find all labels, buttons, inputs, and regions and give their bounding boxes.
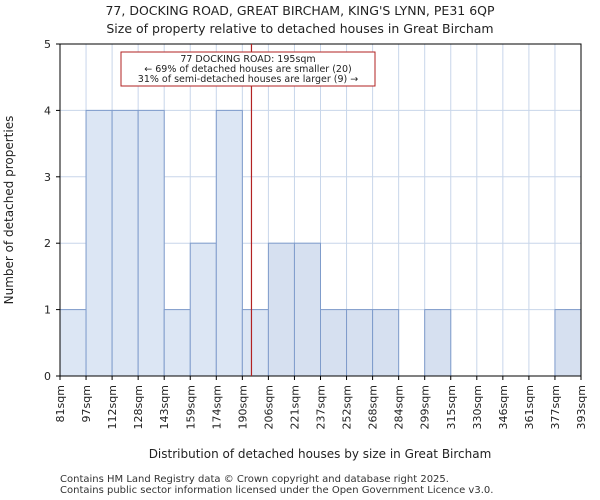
histogram-bar (424, 309, 452, 377)
x-tick-label: 221sqm (288, 385, 301, 429)
x-tick-label: 284sqm (393, 385, 406, 429)
x-axis-label: Distribution of detached houses by size … (149, 447, 492, 461)
annotation-frame (120, 51, 376, 87)
y-tick-label: 4 (44, 104, 51, 117)
x-tick-label: 206sqm (262, 385, 275, 429)
x-tick-label: 190sqm (236, 385, 249, 429)
histogram-bar (346, 309, 374, 377)
x-tick-label: 174sqm (210, 385, 223, 429)
histogram-bar (372, 309, 400, 377)
chart-title-address: 77, DOCKING ROAD, GREAT BIRCHAM, KING'S … (105, 3, 495, 18)
annotation-line-3: 31% of semi-detached houses are larger (… (138, 74, 358, 85)
x-tick-label: 377sqm (549, 385, 562, 429)
annotation-line-1: 77 DOCKING ROAD: 195sqm (180, 54, 315, 65)
histogram-bar (111, 109, 139, 377)
chart-subtitle: Size of property relative to detached ho… (106, 21, 494, 36)
histogram-bar (137, 109, 165, 377)
histogram-bar (554, 309, 582, 377)
histogram-bar (163, 309, 191, 377)
x-tick-label: 346sqm (497, 385, 510, 429)
histogram-bar (215, 109, 243, 377)
y-tick-label: 1 (44, 304, 51, 317)
y-tick-label: 5 (44, 38, 51, 51)
histogram-bar (85, 109, 113, 377)
x-tick-label: 268sqm (367, 385, 380, 429)
x-tick-label: 128sqm (132, 385, 145, 429)
y-ticks: 0 1 2 3 4 5 (44, 38, 60, 383)
histogram-bar (189, 242, 217, 377)
x-tick-label: 330sqm (471, 385, 484, 429)
x-tick-label: 159sqm (184, 385, 197, 429)
y-axis-label: Number of detached properties (2, 116, 16, 305)
bars (59, 109, 582, 377)
x-tick-label: 393sqm (575, 385, 588, 429)
histogram-chart: 0 1 2 3 4 5 81sqm 97sqm 112sqm 128sqm 143sqm 159sq… (2, 38, 588, 461)
histogram-bar (241, 309, 269, 377)
annotation-box: 77 DOCKING ROAD: 195sqm ← 69% of detache… (120, 51, 376, 87)
x-ticks: 81sqm 97sqm 112sqm 128sqm 143sqm 159sqm 174sqm… (54, 376, 588, 429)
x-tick-label: 315sqm (445, 385, 458, 429)
x-tick-label: 97sqm (80, 385, 93, 422)
x-tick-label: 143sqm (158, 385, 171, 429)
histogram-bar (267, 242, 295, 377)
histogram-bar (59, 309, 87, 377)
y-tick-label: 0 (44, 370, 51, 383)
histogram-bar (320, 309, 348, 377)
footer-licence: Contains public sector information licen… (60, 485, 494, 496)
x-tick-label: 237sqm (315, 385, 328, 429)
x-tick-label: 361sqm (523, 385, 536, 429)
histogram-bar (293, 242, 322, 377)
y-tick-label: 3 (44, 171, 51, 184)
y-tick-label: 2 (44, 237, 51, 250)
x-tick-label: 299sqm (419, 385, 432, 429)
x-tick-label: 252sqm (341, 385, 354, 429)
x-tick-label: 112sqm (106, 385, 119, 429)
annotation-line-2: ← 69% of detached houses are smaller (20… (144, 64, 351, 75)
footer-copyright: Contains HM Land Registry data © Crown c… (60, 474, 449, 485)
x-tick-label: 81sqm (54, 385, 67, 422)
